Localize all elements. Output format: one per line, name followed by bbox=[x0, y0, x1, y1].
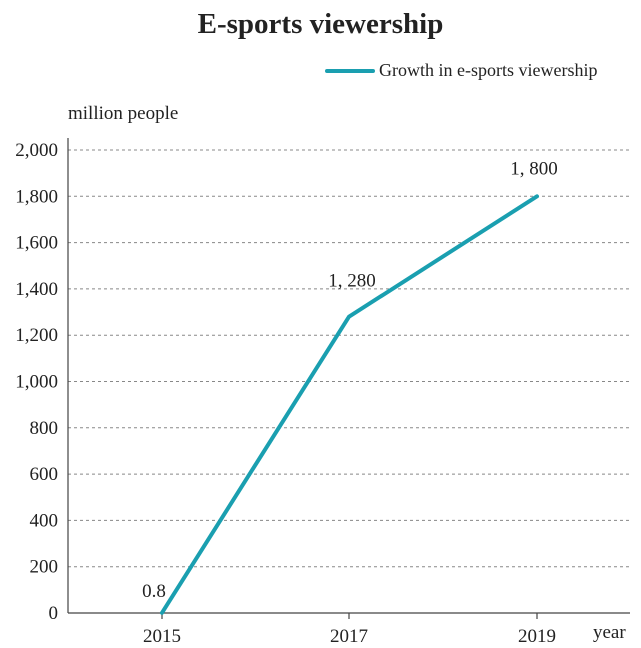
y-tick-label: 0 bbox=[49, 603, 59, 624]
legend: Growth in e-sports viewership bbox=[325, 60, 597, 81]
y-tick-label: 200 bbox=[30, 557, 59, 578]
x-tick-label: 2019 bbox=[518, 626, 556, 647]
x-tick-label: 2015 bbox=[143, 626, 181, 647]
legend-swatch bbox=[325, 68, 375, 73]
y-tick-label: 1,800 bbox=[15, 186, 58, 207]
data-label: 0.8 bbox=[142, 581, 166, 602]
chart-title: E-sports viewership bbox=[197, 8, 444, 40]
y-axis-label: million people bbox=[68, 103, 179, 124]
data-label: 1, 800 bbox=[510, 158, 558, 179]
y-tick-label: 400 bbox=[30, 510, 59, 531]
data-label: 1, 280 bbox=[328, 271, 376, 292]
y-tick-label: 1,000 bbox=[15, 372, 58, 393]
y-tick-label: 1,200 bbox=[15, 325, 58, 346]
y-tick-label: 600 bbox=[30, 464, 59, 485]
y-tick-label: 800 bbox=[30, 418, 59, 439]
x-axis-label: year bbox=[593, 622, 626, 643]
y-tick-label: 2,000 bbox=[15, 140, 58, 161]
series-line bbox=[160, 194, 539, 615]
legend-label: Growth in e-sports viewership bbox=[379, 60, 598, 80]
x-tick-label: 2017 bbox=[330, 626, 368, 647]
y-tick-label: 1,600 bbox=[15, 233, 58, 254]
y-tick-label: 1,400 bbox=[15, 279, 58, 300]
